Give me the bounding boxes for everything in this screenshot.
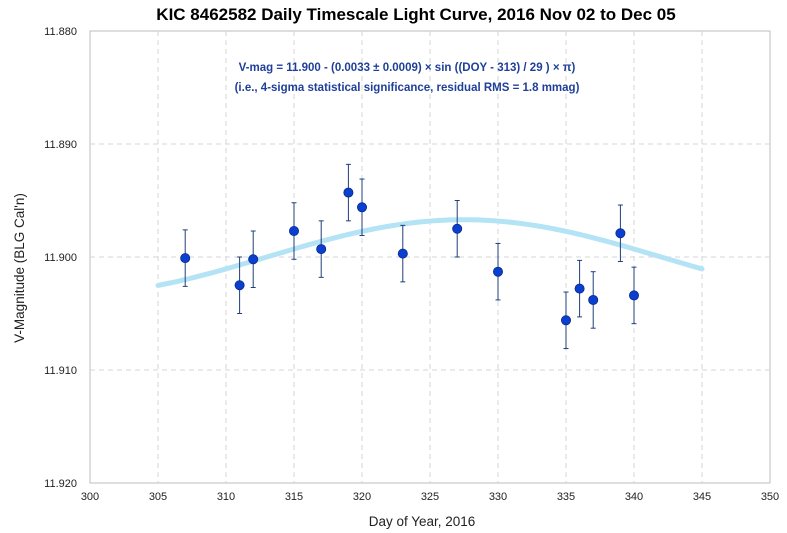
y-tick-label: 11.920: [44, 478, 77, 490]
x-tick-label: 330: [489, 491, 507, 503]
data-point-group: [574, 259, 585, 318]
data-point-group: [615, 204, 626, 263]
y-tick-labels: 11.880 11.890 11.900 11.910 11.920: [44, 26, 77, 490]
data-point: [615, 228, 626, 239]
data-point-group: [234, 256, 245, 314]
x-tick-label: 350: [761, 491, 779, 503]
data-point: [316, 244, 327, 255]
x-axis-label: Day of Year, 2016: [369, 514, 476, 529]
data-point-group: [316, 220, 327, 278]
data-point-group: [343, 163, 354, 222]
data-point: [234, 280, 245, 291]
x-tick-label: 310: [217, 491, 235, 503]
fit-curve-group: [155, 217, 705, 288]
data-point: [492, 266, 503, 277]
data-point: [397, 248, 408, 259]
data-point: [180, 253, 191, 264]
x-tick-label: 345: [693, 491, 711, 503]
data-point: [588, 294, 599, 305]
data-point-group: [397, 224, 408, 283]
data-point: [452, 223, 463, 234]
data-point: [561, 315, 572, 326]
x-tick-labels: 300 305 310 315 320 325 330 335 340 345 350: [81, 491, 779, 503]
data-point-group: [561, 291, 572, 350]
x-tick-label: 320: [353, 491, 371, 503]
x-tick-label: 305: [149, 491, 167, 503]
chart-title: KIC 8462582 Daily Timescale Light Curve,…: [156, 5, 675, 24]
x-tick-label: 300: [81, 491, 99, 503]
x-tick-label: 335: [557, 491, 575, 503]
data-point: [356, 202, 367, 213]
data-point: [288, 226, 299, 237]
equation-annotation: V-mag = 11.900 - (0.0033 ± 0.0009) × sin…: [239, 62, 576, 74]
data-point-group: [180, 229, 191, 287]
data-point: [343, 187, 354, 198]
y-tick-label: 11.900: [44, 252, 77, 264]
data-point: [629, 290, 640, 301]
data-point-group: [452, 200, 463, 258]
x-tick-label: 315: [285, 491, 303, 503]
data-point-group: [629, 266, 640, 325]
y-tick-label: 11.910: [44, 365, 77, 377]
data-point-group: [356, 178, 367, 237]
data-points-group: [180, 163, 640, 350]
significance-annotation: (i.e., 4-sigma statistical significance,…: [235, 82, 580, 94]
x-tick-label: 325: [421, 491, 439, 503]
y-axis-label: V-Magnitude (BLG Cal'n): [12, 193, 27, 343]
data-point-group: [588, 271, 599, 329]
data-point-group: [492, 242, 503, 301]
data-point-group: [288, 202, 299, 260]
y-tick-label: 11.890: [44, 139, 77, 151]
fit-curve: [155, 217, 705, 288]
data-point-group: [248, 230, 259, 289]
data-point: [248, 254, 259, 265]
x-tick-label: 340: [625, 491, 643, 503]
y-tick-label: 11.880: [44, 26, 77, 38]
data-point: [574, 283, 585, 294]
